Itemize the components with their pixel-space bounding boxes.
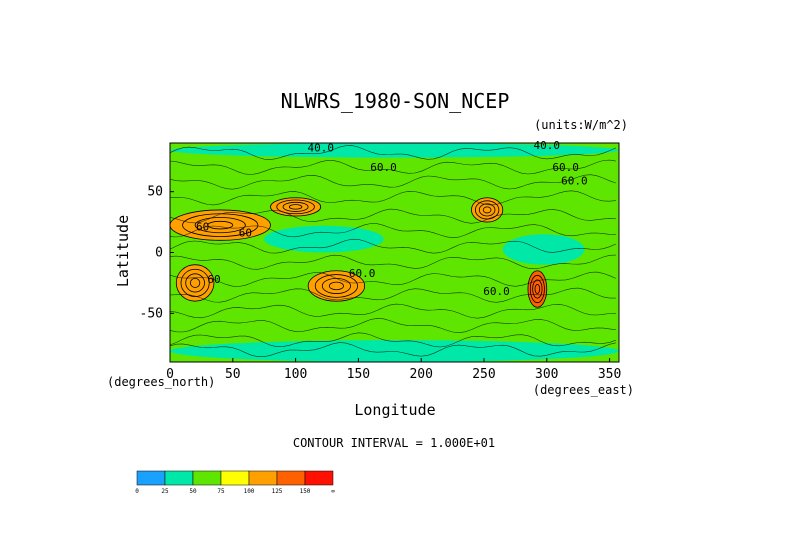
contour-label-7: 60.0 xyxy=(349,267,376,280)
hotspot-contour-5-4 xyxy=(527,270,548,308)
contour-label-6: 60 xyxy=(196,221,209,234)
hotspot-contour-4-1 xyxy=(328,281,344,291)
region-5 xyxy=(170,209,271,241)
region-9 xyxy=(308,270,365,302)
contour-line-12 xyxy=(169,332,616,348)
region-6 xyxy=(270,197,321,216)
units-label: (units:W/m^2) xyxy=(534,118,628,132)
contour-line-11 xyxy=(169,318,616,334)
colorbar-level-7: ∞ xyxy=(331,488,335,495)
region-2 xyxy=(170,340,619,362)
contour-label-5: 60 xyxy=(239,227,252,240)
hotspot-contour-1-3 xyxy=(276,199,315,215)
colorbar-swatch-4 xyxy=(248,470,278,486)
y-unit-label: (degrees_north) xyxy=(107,375,215,389)
y-tick-label-2: -50 xyxy=(140,306,163,321)
hotspot-contour-0-3 xyxy=(182,213,259,237)
colorbar: 0 25 50 75 100 125 150 ∞ xyxy=(135,470,335,495)
hotspot-contour-4-4 xyxy=(307,270,366,302)
hotspot-contour-2-2 xyxy=(478,203,496,217)
contour-label-9: 60.0 xyxy=(483,285,510,298)
hotspot-contour-5-3 xyxy=(529,274,545,304)
hotspot-contour-3-3 xyxy=(180,268,210,298)
contour-label-3: 60.0 xyxy=(552,161,579,174)
x-tick-label-7: 350 xyxy=(598,367,621,382)
hotspot-contour-2-1 xyxy=(482,206,492,214)
region-4 xyxy=(502,234,585,265)
hotspot-contour-3-2 xyxy=(185,273,205,293)
hotspot-contour-2-3 xyxy=(474,200,500,220)
x-ticks: 0 50 100 150 200 250 300 350 xyxy=(166,358,621,382)
x-tick-label-1: 50 xyxy=(225,367,241,382)
x-unit-label: (degrees_east) xyxy=(533,383,634,397)
hotspot-contour-1-2 xyxy=(282,201,309,212)
y-ticks: 50 0 -50 xyxy=(140,185,174,321)
hotspot-contour-4-2 xyxy=(321,277,351,294)
contour-label-8: 60 xyxy=(207,273,220,286)
colorbar-swatch-1 xyxy=(164,470,194,486)
contour-line-0 xyxy=(169,145,617,160)
colorbar-level-1: 25 xyxy=(161,488,169,495)
hotspot-contour-4-3 xyxy=(314,274,359,298)
hotspot-contour-5-2 xyxy=(532,279,543,299)
chart-title: NLWRS_1980-SON_NCEP xyxy=(281,89,510,113)
contour-label-2: 40.0 xyxy=(534,139,561,152)
hotspot-contour-0-1 xyxy=(207,220,234,230)
contour-line-6 xyxy=(169,238,617,254)
contour-line-3 xyxy=(169,190,616,206)
colorbar-level-4: 100 xyxy=(244,488,255,495)
y-tick-label-0: 50 xyxy=(147,185,163,200)
contour-line-7 xyxy=(169,254,616,270)
region-8 xyxy=(176,264,214,302)
x-tick-label-6: 300 xyxy=(535,367,558,382)
hotspot-contour-0-2 xyxy=(194,217,246,234)
colorbar-level-6: 150 xyxy=(300,488,311,495)
hotspot-contour-1-1 xyxy=(288,204,303,210)
x-tick-label-0: 0 xyxy=(166,367,174,382)
contour-line-8 xyxy=(169,271,617,287)
x-tick-label-4: 200 xyxy=(409,367,432,382)
colorbar-level-5: 125 xyxy=(272,488,283,495)
colorbar-level-0: 0 xyxy=(135,488,139,495)
contour-line-4 xyxy=(169,208,616,224)
contour-label-0: 40.0 xyxy=(307,142,334,155)
contour-line-2 xyxy=(169,174,616,190)
hotspot-contour-1-4 xyxy=(270,197,322,217)
contour-line-13 xyxy=(169,342,616,357)
y-axis-label: Latitude xyxy=(114,215,132,287)
contour-line-9 xyxy=(169,287,616,303)
colorbar-swatch-6 xyxy=(304,470,334,486)
colorbar-swatch-0 xyxy=(136,470,166,486)
contour-label-4: 60.0 xyxy=(561,174,588,187)
hotspot-contour-3-4 xyxy=(175,264,215,302)
contour-line-10 xyxy=(169,303,616,319)
colorbar-swatch-2 xyxy=(192,470,222,486)
hotspot-contour-5-1 xyxy=(534,284,541,294)
region-3 xyxy=(264,225,384,253)
x-tick-label-3: 150 xyxy=(347,367,370,382)
hotspot-contour-3-1 xyxy=(190,277,201,288)
contour-interval: CONTOUR INTERVAL = 1.000E+01 xyxy=(293,436,495,450)
x-tick-label-5: 250 xyxy=(472,367,495,382)
colorbar-level-3: 75 xyxy=(217,488,225,495)
contour-line-1 xyxy=(169,159,616,175)
x-axis-label: Longitude xyxy=(354,401,435,419)
hotspot-contour-2-4 xyxy=(471,197,504,223)
region-1 xyxy=(170,143,619,158)
y-tick-label-1: 0 xyxy=(155,246,163,261)
contour-label-1: 60.0 xyxy=(370,161,397,174)
x-tick-label-2: 100 xyxy=(284,367,307,382)
colorbar-swatch-3 xyxy=(220,470,250,486)
colorbar-level-2: 50 xyxy=(189,488,197,495)
colorbar-swatch-5 xyxy=(276,470,306,486)
